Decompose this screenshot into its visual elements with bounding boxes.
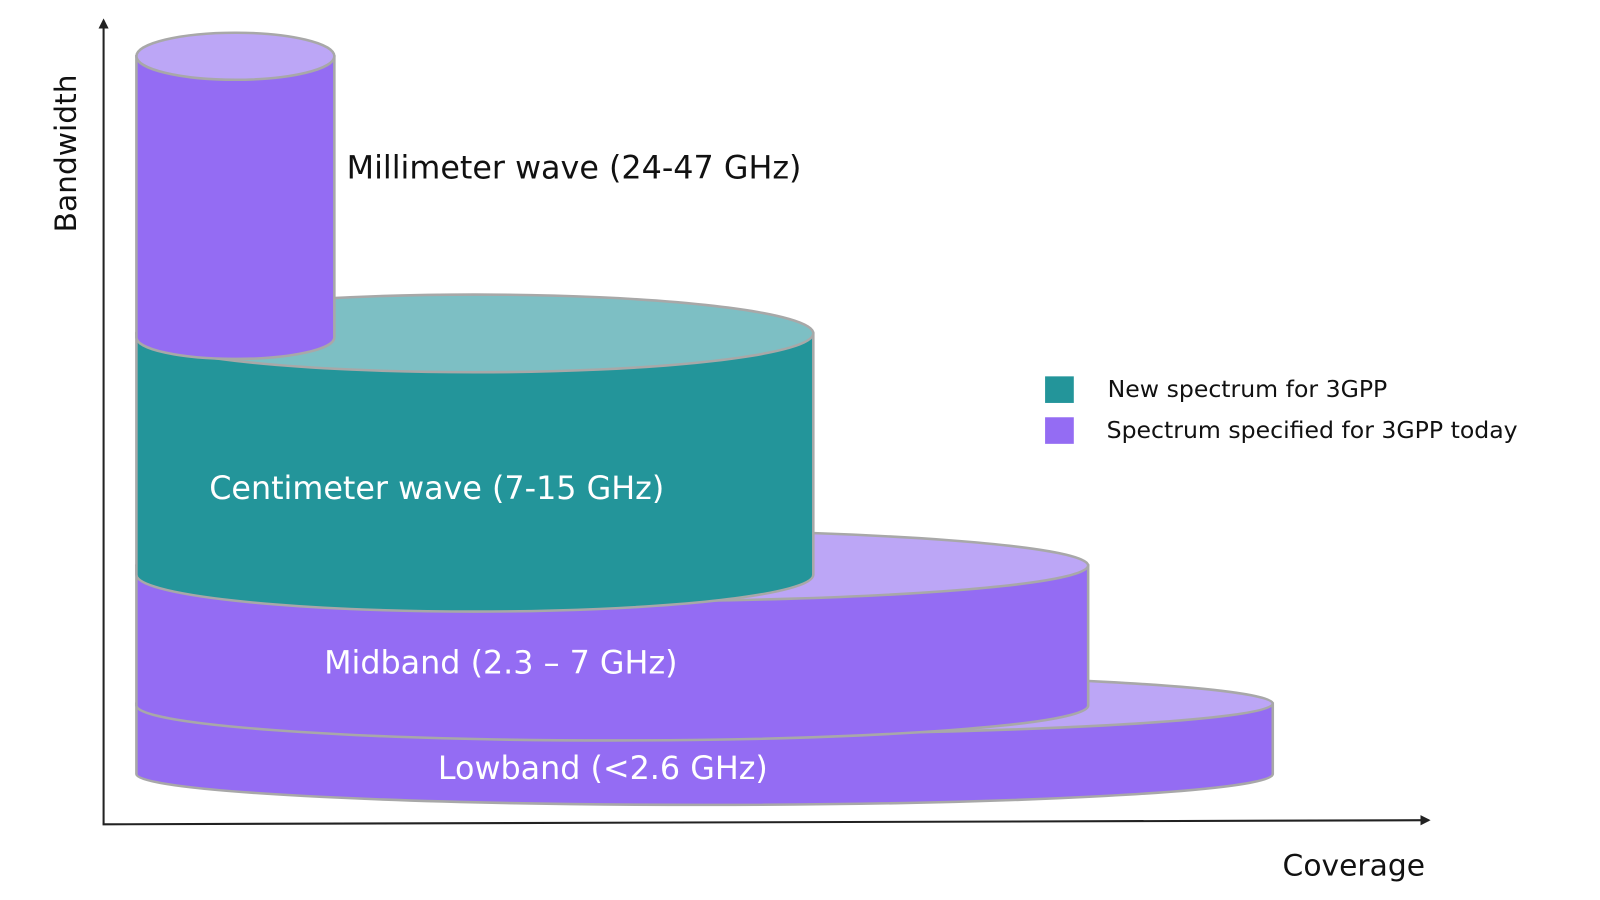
x-axis-label: Coverage	[1283, 849, 1425, 884]
band-label: Lowband (<2.6 GHz)	[438, 751, 768, 787]
millimeter-cylinder	[135, 31, 336, 361]
legend-label: Spectrum specified for 3GPP today	[1107, 416, 1518, 444]
band-label: Millimeter wave (24-47 GHz)	[347, 151, 802, 187]
legend-label: New spectrum for 3GPP	[1108, 375, 1388, 403]
legend-swatch	[1045, 376, 1074, 403]
band-label: Midband (2.3 – 7 GHz)	[324, 646, 677, 682]
band-label: Centimeter wave (7-15 GHz)	[209, 471, 664, 507]
x-axis	[102, 815, 1431, 826]
y-axis-label: Bandwidth	[49, 74, 84, 232]
legend-swatch	[1045, 417, 1074, 444]
canvas: Millimeter wave (24-47 GHz) Centimeter w…	[49, 18, 1518, 884]
